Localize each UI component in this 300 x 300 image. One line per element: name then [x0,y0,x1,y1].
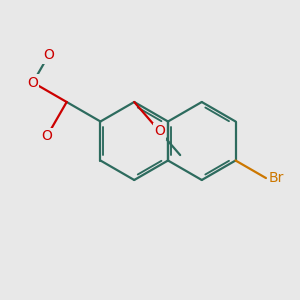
Text: O: O [43,49,54,62]
Text: O: O [154,124,165,139]
Text: Br: Br [269,171,284,185]
Text: O: O [28,76,38,89]
Text: O: O [42,129,52,143]
Text: O: O [28,76,38,89]
